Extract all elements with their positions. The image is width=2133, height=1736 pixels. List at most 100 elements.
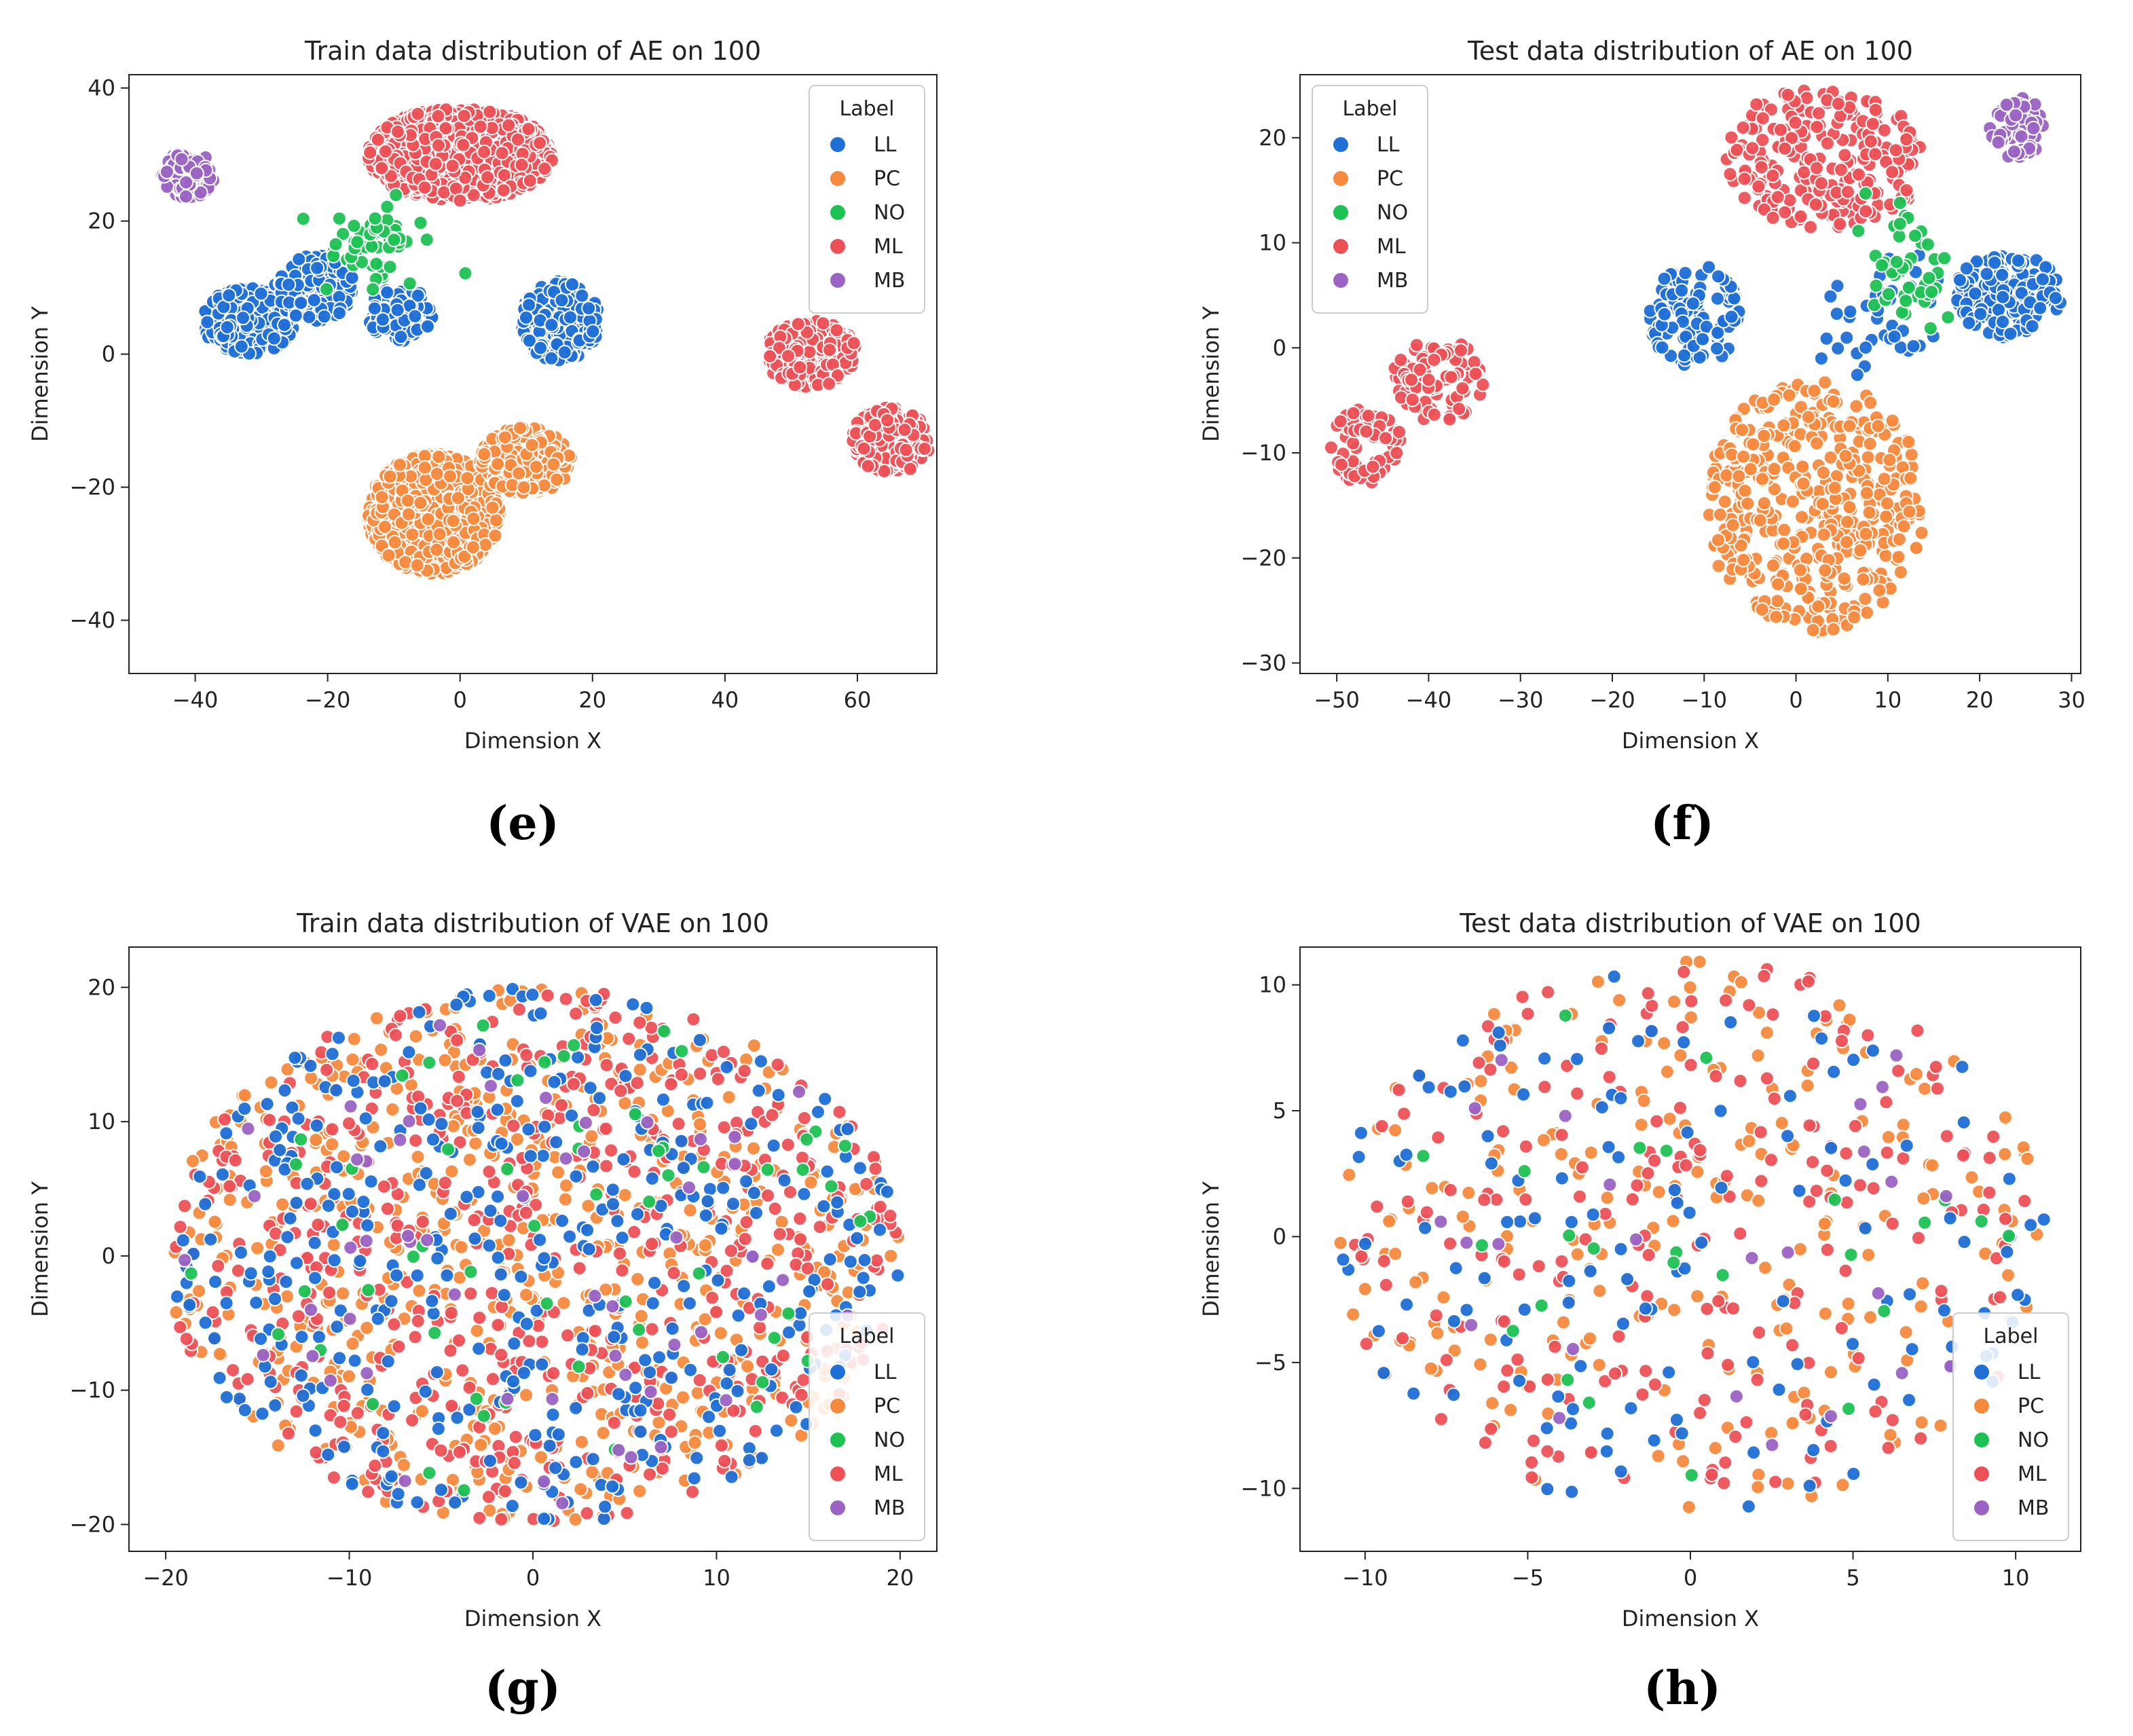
scatter-point-ML — [494, 145, 510, 161]
scatter-point-ML — [846, 335, 861, 351]
scatter-point-PC — [1776, 418, 1792, 433]
scatter-point-ML — [898, 442, 914, 458]
scatter-point-PC — [490, 456, 506, 472]
scatter-point-ML — [445, 158, 460, 174]
scatter-point-LL — [306, 293, 322, 308]
scatter-point-LL — [585, 324, 601, 339]
scatter-point-PC — [488, 513, 504, 528]
x-tick-label: 10 — [1874, 687, 1902, 713]
scatter-point-PC — [429, 542, 445, 557]
y-tick-label: 0 — [102, 341, 115, 367]
scatter-point-LL — [293, 295, 309, 311]
scatter-point-LL — [200, 314, 215, 330]
scatter-point-LL — [574, 288, 590, 303]
scatter-point-LL — [393, 329, 409, 345]
scatter-point-LL — [331, 306, 347, 321]
scatter-point-PC — [1707, 479, 1722, 495]
legend-marker-ML — [829, 238, 847, 255]
scatter-point-LL — [390, 302, 405, 318]
scatter-point-PC — [1860, 449, 1876, 465]
scatter-point-PC — [1859, 605, 1875, 621]
scatter-point-ML — [410, 106, 426, 122]
scatter-point-ML — [522, 173, 538, 189]
scatter-point-PC — [1817, 563, 1833, 578]
scatter-point-PC — [1752, 513, 1768, 528]
scatter-point-PC — [405, 527, 420, 542]
scatter-point-MB — [159, 164, 174, 180]
scatter-point-PC — [1781, 388, 1797, 403]
legend-marker-PC — [829, 170, 847, 187]
scatter-point-PC — [1736, 552, 1751, 568]
scatter-point-PC — [528, 459, 544, 475]
scatter-point-NO — [367, 210, 383, 226]
scatter-point-LL — [518, 310, 534, 325]
scatter-point-PC — [1806, 383, 1822, 399]
y-tick-label: −20 — [69, 475, 115, 500]
scatter-point-PC — [1770, 593, 1785, 609]
x-tick-label: 20 — [578, 687, 606, 713]
scatter-point-PC — [1891, 549, 1906, 565]
scatter-point-PC — [442, 468, 458, 484]
scatter-point-PC — [1855, 572, 1871, 587]
scatter-point-PC — [1870, 418, 1886, 434]
scatter-point-PC — [1861, 505, 1877, 521]
y-tick-label: −10 — [1240, 440, 1286, 466]
scatter-point-ML — [452, 193, 468, 208]
scatter-point-ML — [897, 422, 912, 438]
scatter-point-PC — [1836, 571, 1852, 587]
scatter-point-PC — [460, 470, 475, 486]
scatter-point-ML — [417, 180, 432, 196]
scatter-point-ML — [1811, 105, 1827, 121]
legend-label-MB: MB — [874, 269, 905, 293]
scatter-point-NO — [350, 234, 365, 250]
scatter-point-ML — [815, 316, 831, 331]
scatter-point-PC — [511, 466, 527, 481]
x-tick-label: 30 — [2058, 687, 2085, 713]
scatter-point-NO — [386, 232, 402, 248]
scatter-point-LL — [581, 301, 597, 316]
scatter-point-PC — [1785, 494, 1800, 509]
y-tick-label: −40 — [69, 608, 115, 633]
scatter-point-NO — [413, 215, 428, 231]
scatter-point-PC — [1743, 462, 1758, 477]
scatter-point-ML — [856, 441, 872, 456]
scatter-point-PC — [1756, 496, 1772, 511]
x-tick-label: 20 — [1966, 687, 1994, 713]
scatter-point-PC — [1903, 470, 1918, 486]
legend-label-ML: ML — [874, 235, 903, 259]
scatter-point-PC — [497, 430, 513, 445]
scatter-point-PC — [1755, 471, 1770, 487]
scatter-point-PC — [1712, 506, 1728, 522]
scatter-point-LL — [236, 310, 251, 326]
scatter-point-NO — [328, 236, 344, 252]
scatter-point-PC — [1800, 409, 1816, 425]
scatter-point-PC — [1914, 525, 1929, 540]
scatter-point-PC — [466, 540, 481, 555]
scatter-point-PC — [431, 449, 447, 464]
chart-title: Test data distribution of AE on 100 — [1467, 36, 1913, 66]
scatter-point-PC — [1754, 602, 1770, 617]
scatter-point-NO — [379, 199, 395, 215]
scatter-point-PC — [1878, 509, 1894, 525]
chart-title: Train data distribution of AE on 100 — [304, 36, 761, 66]
scatter-point-PC — [1872, 583, 1887, 598]
scatter-point-MB — [178, 189, 193, 204]
scatter-point-ML — [762, 348, 778, 364]
scatter-point-ML — [902, 461, 918, 477]
scatter-point-LL — [301, 309, 317, 325]
scatter-point-LL — [367, 301, 382, 316]
panel-f: Test data distribution of AE on 100Dimen… — [1198, 36, 2085, 754]
scatter-point-LL — [564, 276, 580, 292]
scatter-point-LL — [276, 317, 292, 333]
scatter-point-PC — [377, 519, 393, 535]
panel-e: Train data distribution of AE on 100Dime… — [27, 36, 938, 754]
scatter-point-PC — [1815, 496, 1830, 512]
scatter-point-PC — [1825, 394, 1841, 409]
scatter-point-PC — [1853, 542, 1868, 558]
scatter-point-PC — [466, 511, 481, 527]
scatter-point-PC — [445, 534, 461, 550]
legend-title: Label — [840, 97, 895, 121]
legend-label-PC: PC — [874, 167, 900, 191]
legend-marker-MB — [829, 272, 847, 289]
